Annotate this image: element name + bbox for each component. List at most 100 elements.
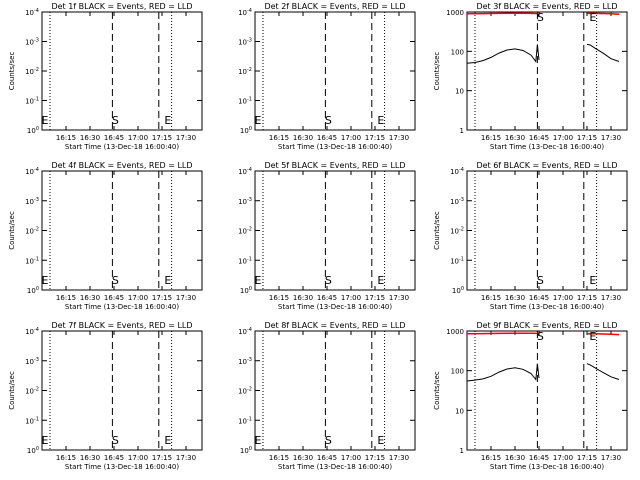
x-axis-label: Start Time (13-Dec-18 16:00:40): [278, 303, 392, 311]
x-tick-label: 17:30: [601, 294, 621, 302]
x-tick-label: 16:15: [269, 454, 289, 462]
y-tick-label: 10-4: [25, 167, 39, 176]
y-tick-label: 10-4: [25, 327, 39, 336]
panel-det-9: Det 9f BLACK = Events, RED = LLD 16:15 16:…: [433, 321, 628, 471]
x-tick-label: 17:15: [365, 134, 385, 142]
x-tick-label: 16:30: [80, 294, 100, 302]
x-tick-label: 17:30: [176, 134, 196, 142]
plot-frame: [466, 11, 628, 131]
events-series-line: [466, 363, 620, 382]
panel-title: Det 9f BLACK = Events, RED = LLD: [476, 321, 617, 330]
marker-letter-s: S: [112, 434, 119, 447]
marker-letter-s: S: [537, 274, 544, 287]
y-tick-label: 10-1: [25, 416, 39, 425]
y-tick-label: 10-3: [238, 197, 252, 206]
y-tick-label: 100: [452, 286, 464, 295]
y-axis-label: Counts/sec: [8, 211, 16, 250]
y-tick-label: 100: [27, 126, 39, 135]
x-tick-label: 16:15: [56, 294, 76, 302]
x-tick-label: 16:15: [269, 294, 289, 302]
x-tick-label: 16:30: [505, 294, 525, 302]
y-tick-label: 10-2: [25, 387, 39, 396]
y-tick-label: 1: [460, 447, 464, 455]
panel-title: Det 2f BLACK = Events, RED = LLD: [264, 2, 405, 11]
x-tick-label: 16:15: [56, 134, 76, 142]
marker-letter-e: E: [589, 11, 596, 24]
x-tick-label: 17:30: [389, 454, 409, 462]
x-tick-label: 17:00: [128, 134, 148, 142]
x-tick-label: 17:00: [341, 134, 361, 142]
panel-title: Det 3f BLACK = Events, RED = LLD: [476, 2, 617, 11]
panel-det-5: Det 5f BLACK = Events, RED = LLD 16:15 16:…: [238, 161, 416, 311]
x-tick-label: 17:15: [365, 454, 385, 462]
y-tick-label: 10-2: [238, 387, 252, 396]
y-tick-label: 1: [460, 127, 464, 135]
y-tick-label: 1000: [446, 9, 464, 17]
x-tick-label: 16:45: [529, 134, 549, 142]
y-tick-label: 10-2: [25, 227, 39, 236]
panel-det-8: Det 8f BLACK = Events, RED = LLD 16:15 16:…: [238, 321, 416, 471]
y-axis-label: Counts/sec: [8, 52, 16, 91]
x-axis-label: Start Time (13-Dec-18 16:00:40): [490, 303, 604, 311]
marker-letter-e: E: [589, 274, 596, 287]
marker-letter-e: E: [255, 434, 262, 447]
y-tick-label: 10-2: [25, 67, 39, 76]
x-tick-label: 17:00: [341, 454, 361, 462]
x-tick-label: 17:15: [365, 294, 385, 302]
marker-letter-s: S: [112, 274, 119, 287]
marker-letter-e: E: [377, 114, 384, 127]
x-axis-label: Start Time (13-Dec-18 16:00:40): [65, 463, 179, 471]
y-tick-label: 10-1: [25, 97, 39, 106]
y-tick-label: 10-4: [238, 167, 252, 176]
y-tick-label: 10-3: [238, 38, 252, 47]
marker-letter-e: E: [255, 274, 262, 287]
y-tick-label: 10-4: [238, 327, 252, 336]
y-tick-label: 1000: [446, 328, 464, 336]
x-tick-label: 17:15: [577, 454, 597, 462]
marker-letter-s: S: [112, 114, 119, 127]
x-tick-label: 17:30: [601, 454, 621, 462]
x-tick-label: 16:30: [293, 454, 313, 462]
x-tick-label: 16:15: [481, 454, 501, 462]
y-tick-label: 100: [240, 126, 252, 135]
x-tick-label: 17:15: [152, 454, 172, 462]
x-tick-label: 16:30: [80, 134, 100, 142]
y-tick-label: 10-2: [450, 227, 464, 236]
y-tick-label: 10-3: [450, 197, 464, 206]
x-tick-label: 16:45: [529, 454, 549, 462]
x-tick-label: 16:30: [80, 454, 100, 462]
marker-letter-e: E: [42, 114, 49, 127]
y-tick-label: 10-4: [25, 8, 39, 17]
x-tick-label: 16:45: [104, 294, 124, 302]
panel-det-7: Det 7f BLACK = Events, RED = LLD 16:15 16:…: [8, 321, 203, 471]
y-tick-label: 100: [451, 368, 464, 376]
x-tick-label: 17:30: [389, 134, 409, 142]
x-tick-label: 16:30: [505, 454, 525, 462]
x-tick-label: 17:30: [389, 294, 409, 302]
panel-title: Det 6f BLACK = Events, RED = LLD: [476, 161, 617, 170]
x-tick-label: 16:15: [56, 454, 76, 462]
marker-letter-s: S: [325, 274, 332, 287]
marker-letter-e: E: [377, 274, 384, 287]
x-tick-label: 16:15: [481, 294, 501, 302]
marker-letter-s: S: [325, 114, 332, 127]
y-axis-label: Counts/sec: [433, 52, 441, 91]
y-tick-label: 10: [455, 407, 464, 415]
lld-series-line: [466, 332, 620, 336]
y-tick-label: 10-2: [238, 67, 252, 76]
x-tick-label: 16:45: [317, 454, 337, 462]
x-tick-label: 17:00: [553, 454, 573, 462]
marker-letter-e: E: [377, 434, 384, 447]
y-tick-label: 10-1: [25, 256, 39, 265]
marker-letter-e: E: [255, 114, 262, 127]
x-tick-label: 17:15: [577, 134, 597, 142]
y-tick-label: 10: [455, 88, 464, 96]
panel-det-1: Det 1f BLACK = Events, RED = LLD 16:15 16:…: [8, 2, 203, 151]
x-tick-label: 17:15: [152, 134, 172, 142]
marker-letter-e: E: [42, 434, 49, 447]
x-tick-label: 17:30: [176, 294, 196, 302]
x-tick-label: 16:45: [317, 134, 337, 142]
x-axis-label: Start Time (13-Dec-18 16:00:40): [490, 463, 604, 471]
y-tick-label: 100: [27, 286, 39, 295]
